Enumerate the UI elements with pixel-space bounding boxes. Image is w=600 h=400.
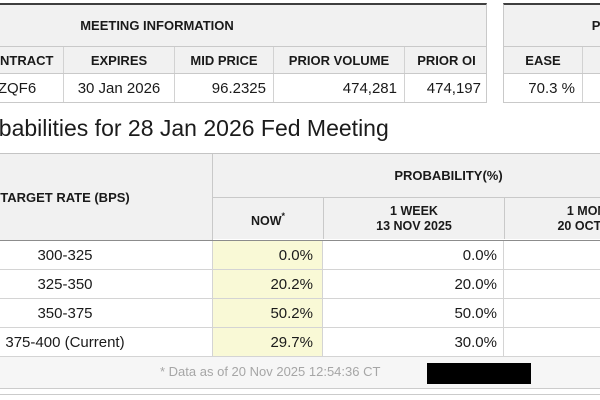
prior-oi-column-header: PRIOR OI [404, 47, 488, 73]
one-week-date: 13 NOV 2025 [376, 218, 452, 233]
now-probability-value: 29.7% [212, 328, 322, 356]
probabilities-summary-data-row: 70.3 % [504, 74, 600, 102]
meeting-information-header-row: CONTRACT EXPIRES MID PRICE PRIOR VOLUME … [0, 47, 486, 74]
meeting-information-data-row: ZQF6 30 Jan 2026 96.2325 474,281 474,197 [0, 74, 486, 102]
probability-table-header: TARGET RATE (BPS) PROBABILITY(%) NOW* 1 … [0, 154, 600, 241]
one-month-probability-value [503, 299, 600, 327]
target-rate-value: 350-375 [37, 304, 93, 322]
prior-volume-column-header: PRIOR VOLUME [273, 47, 404, 73]
table-row: 300-325 0.0% 0.0% [0, 241, 600, 270]
now-asterisk: * [281, 210, 286, 221]
one-week-label: 1 WEEK [390, 203, 438, 218]
one-month-column-header: 1 MONTH 20 OCT 2025 [504, 198, 600, 239]
probabilities-summary-title: PROBABILITIES [504, 5, 600, 47]
bottom-divider [0, 394, 600, 395]
meeting-information-table: MEETING INFORMATION CONTRACT EXPIRES MID… [0, 3, 487, 103]
mid-price-column-header: MID PRICE [174, 47, 273, 73]
one-month-probability-value [503, 241, 600, 269]
target-rate-column-header: TARGET RATE (BPS) [0, 154, 212, 240]
ease-column-header: EASE [525, 52, 561, 68]
now-column-header: NOW* [213, 198, 323, 239]
target-rate-value: 375-400 (Current) [5, 333, 125, 351]
probability-header-region: PROBABILITY(%) NOW* 1 WEEK 13 NOV 2025 1… [212, 154, 600, 240]
expires-value: 30 Jan 2026 [63, 74, 174, 102]
prior-volume-value: 474,281 [273, 74, 404, 102]
contract-column-header: CONTRACT [0, 47, 63, 73]
ease-value: 70.3 % [528, 79, 575, 97]
redaction-box [427, 363, 531, 384]
now-probability-value: 20.2% [212, 270, 322, 298]
probability-group-header: PROBABILITY(%) [213, 154, 600, 198]
one-week-probability-value: 0.0% [322, 241, 503, 269]
now-probability-value: 0.0% [212, 241, 322, 269]
probabilities-summary-table: PROBABILITIES EASE 70.3 % [503, 3, 600, 103]
data-as-of-footnote: * Data as of 20 Nov 2025 12:54:36 CT [160, 364, 381, 379]
expires-column-header: EXPIRES [63, 47, 174, 73]
table-row: 375-400 (Current) 29.7% 30.0% [0, 328, 600, 357]
clipped-column-header [582, 47, 600, 73]
table-footer: * Data as of 20 Nov 2025 12:54:36 CT [0, 357, 600, 389]
now-probability-value: 50.2% [212, 299, 322, 327]
one-month-probability-value [503, 328, 600, 356]
one-month-date: 20 OCT 2025 [557, 218, 600, 233]
target-rate-value: 325-350 [37, 275, 93, 293]
target-rate-value: 300-325 [37, 246, 93, 264]
contract-value: ZQF6 [0, 74, 63, 102]
one-week-probability-value: 30.0% [322, 328, 503, 356]
clipped-column-cell [582, 74, 600, 102]
probability-subheader-row: NOW* 1 WEEK 13 NOV 2025 1 MONTH 20 OCT 2… [213, 198, 600, 239]
table-row: 350-375 50.2% 50.0% [0, 299, 600, 328]
one-month-probability-value [503, 270, 600, 298]
table-row: 325-350 20.2% 20.0% [0, 270, 600, 299]
fed-meeting-probability-table: TARGET RATE (BPS) PROBABILITY(%) NOW* 1 … [0, 153, 600, 389]
prior-oi-value: 474,197 [404, 74, 488, 102]
probabilities-summary-header-row: EASE [504, 47, 600, 74]
mid-price-value: 96.2325 [174, 74, 273, 102]
one-month-label: 1 MONTH [566, 203, 600, 218]
one-week-column-header: 1 WEEK 13 NOV 2025 [323, 198, 504, 239]
now-label: NOW [250, 213, 282, 228]
one-week-probability-value: 50.0% [322, 299, 503, 327]
page-title: Probabilities for 28 Jan 2026 Fed Meetin… [0, 115, 389, 141]
one-week-probability-value: 20.0% [322, 270, 503, 298]
meeting-information-title: MEETING INFORMATION [0, 5, 486, 47]
